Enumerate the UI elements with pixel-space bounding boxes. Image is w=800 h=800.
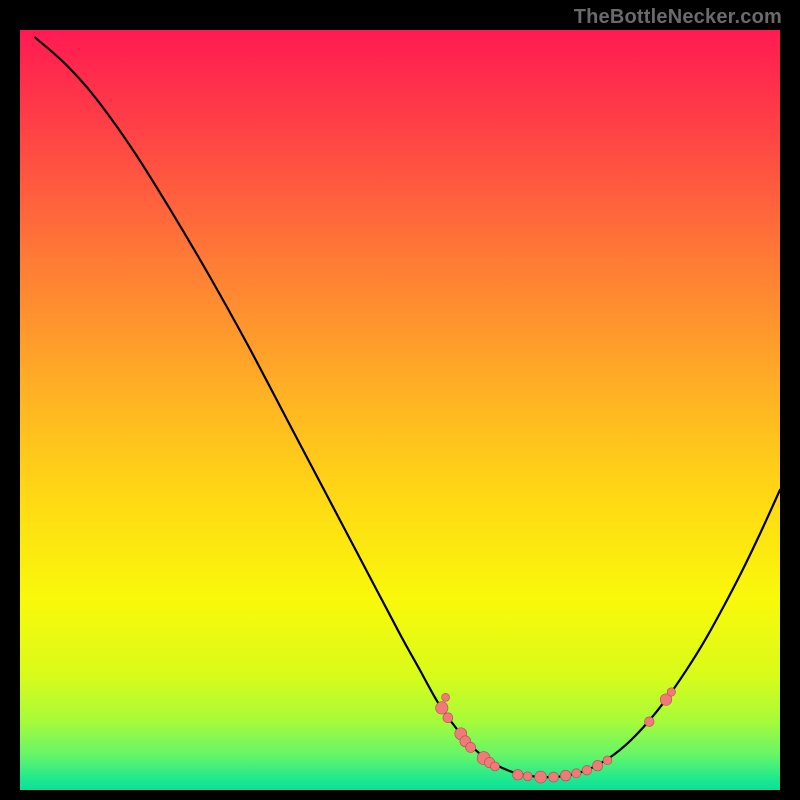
marker-point bbox=[523, 772, 532, 781]
marker-point bbox=[603, 756, 612, 765]
chart-container bbox=[20, 30, 780, 790]
marker-point bbox=[582, 765, 592, 775]
marker-point bbox=[491, 762, 500, 771]
marker-point bbox=[572, 769, 581, 778]
marker-point bbox=[436, 702, 448, 714]
marker-point bbox=[513, 770, 523, 780]
marker-point bbox=[442, 693, 450, 701]
marker-point bbox=[644, 717, 654, 727]
marker-point bbox=[560, 770, 571, 781]
marker-point bbox=[535, 771, 547, 783]
watermark-text: TheBottleNecker.com bbox=[574, 6, 782, 29]
chart-background bbox=[20, 30, 780, 790]
marker-point bbox=[466, 742, 476, 752]
bottleneck-chart bbox=[20, 30, 780, 790]
marker-point bbox=[592, 760, 602, 770]
marker-point bbox=[443, 713, 453, 723]
marker-point bbox=[549, 772, 559, 782]
marker-point bbox=[667, 688, 675, 696]
